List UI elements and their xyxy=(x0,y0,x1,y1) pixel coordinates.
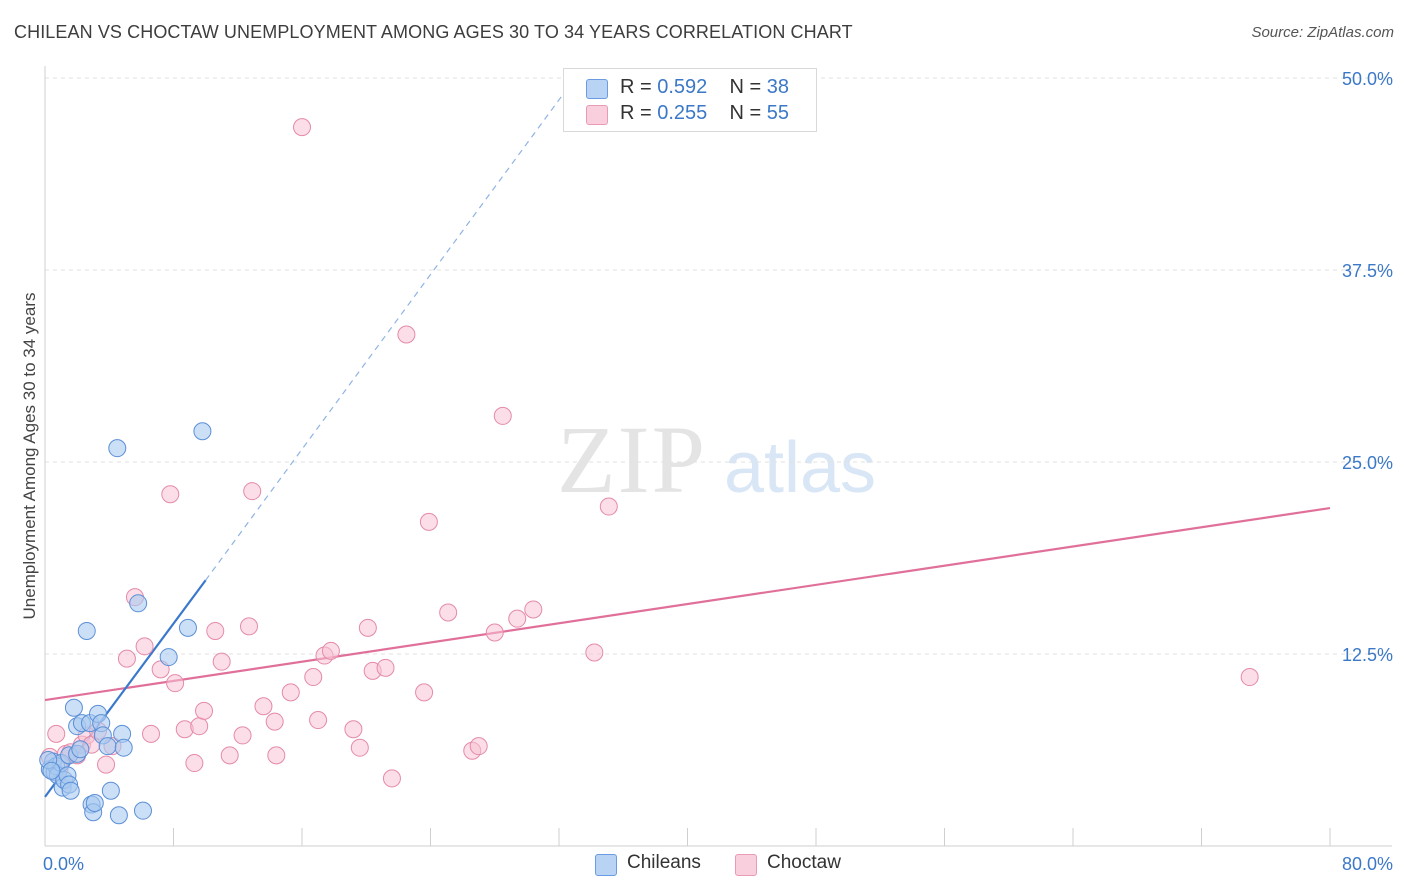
choctaw-point xyxy=(358,618,377,637)
choctaw-point xyxy=(321,641,340,660)
choctaw-legend-label: Choctaw xyxy=(767,852,841,873)
choctaw-point xyxy=(190,717,209,736)
choctaw-point xyxy=(382,769,401,788)
choctaw-point xyxy=(195,701,214,720)
choctaw-point xyxy=(47,724,66,743)
choctaw-trend-line xyxy=(44,506,1331,702)
choctaw-point xyxy=(281,683,300,702)
chileans-legend-swatch xyxy=(595,854,617,876)
legend-r-value: 0.592 xyxy=(657,76,708,98)
choctaw-point xyxy=(508,609,527,628)
choctaw-point xyxy=(524,600,543,619)
source-label: Source: ZipAtlas.com xyxy=(1251,24,1394,41)
chileans-point xyxy=(133,801,152,820)
chileans-point xyxy=(178,618,197,637)
chileans-point xyxy=(42,761,61,780)
choctaw-point xyxy=(439,603,458,622)
choctaw-point xyxy=(376,658,395,677)
choctaw-point xyxy=(265,712,284,731)
choctaw-point xyxy=(166,674,185,693)
chileans-point xyxy=(108,439,127,458)
x-tick-label-max: 80.0% xyxy=(1342,854,1393,874)
choctaw-point xyxy=(185,754,204,773)
choctaw-point xyxy=(97,755,116,774)
legend-n-value: 55 xyxy=(766,102,790,124)
chileans-point xyxy=(61,781,80,800)
choctaw-point xyxy=(585,643,604,662)
choctaw-legend-swatch xyxy=(735,854,757,876)
correlation-legend: R = 0.592 N = 38 R = 0.255 N = 55 xyxy=(563,68,817,132)
choctaw-point xyxy=(220,746,239,765)
chileans-point xyxy=(98,737,117,756)
chileans-point xyxy=(114,738,133,757)
chileans-point xyxy=(77,621,96,640)
chileans-point xyxy=(109,806,128,825)
choctaw-point xyxy=(212,652,231,671)
chileans-legend-label: Chileans xyxy=(627,852,701,873)
choctaw-point xyxy=(419,512,438,531)
chileans-point xyxy=(193,422,212,441)
choctaw-point xyxy=(233,726,252,745)
legend-n-label: N = xyxy=(729,76,762,98)
chileans-point xyxy=(101,781,120,800)
choctaw-point xyxy=(293,118,311,137)
legend-r-value: 0.255 xyxy=(657,102,708,124)
choctaw-point xyxy=(415,683,434,702)
y-tick-label: 37.5% xyxy=(1342,261,1393,281)
chileans-point xyxy=(64,698,83,717)
choctaw-point xyxy=(493,406,512,425)
chileans-point xyxy=(71,740,90,759)
choctaw-point xyxy=(469,737,488,756)
watermark-atlas: atlas xyxy=(724,428,876,508)
choctaw-point xyxy=(267,746,286,765)
y-tick-label: 25.0% xyxy=(1342,453,1393,473)
choctaw-point xyxy=(599,497,618,516)
choctaw-point xyxy=(344,720,363,739)
chart-title: CHILEAN VS CHOCTAW UNEMPLOYMENT AMONG AG… xyxy=(14,22,853,42)
choctaw-point xyxy=(254,697,273,716)
watermark-zip: ZIP xyxy=(557,406,707,513)
choctaw-point xyxy=(304,668,323,687)
chileans-point xyxy=(85,793,104,812)
legend-n-label: N = xyxy=(729,102,762,124)
choctaw-point xyxy=(239,617,258,636)
chileans-point xyxy=(159,648,178,667)
chileans-point xyxy=(129,594,148,613)
choctaw-point xyxy=(1240,668,1259,687)
choctaw-point xyxy=(397,325,416,344)
watermark: ZIP atlas xyxy=(557,406,876,513)
choctaw-point xyxy=(161,485,180,504)
y-tick-label: 12.5% xyxy=(1342,645,1393,665)
legend-r-label: R = xyxy=(620,102,652,124)
x-tick-label-min: 0.0% xyxy=(43,854,84,874)
choctaw-point xyxy=(485,623,504,642)
choctaw-point xyxy=(142,724,161,743)
y-tick-label: 50.0% xyxy=(1342,69,1393,89)
choctaw-point xyxy=(117,649,136,668)
choctaw-point xyxy=(350,738,369,757)
choctaw-point xyxy=(309,711,328,730)
legend-r-label: R = xyxy=(620,76,652,98)
choctaw-point xyxy=(206,621,225,640)
choctaw-point xyxy=(135,637,154,656)
chileans-trend-extension xyxy=(205,77,576,581)
choctaw-swatch xyxy=(586,105,608,125)
legend-n-value: 38 xyxy=(766,76,790,98)
choctaw-point xyxy=(243,482,262,501)
chileans-swatch xyxy=(586,79,608,99)
